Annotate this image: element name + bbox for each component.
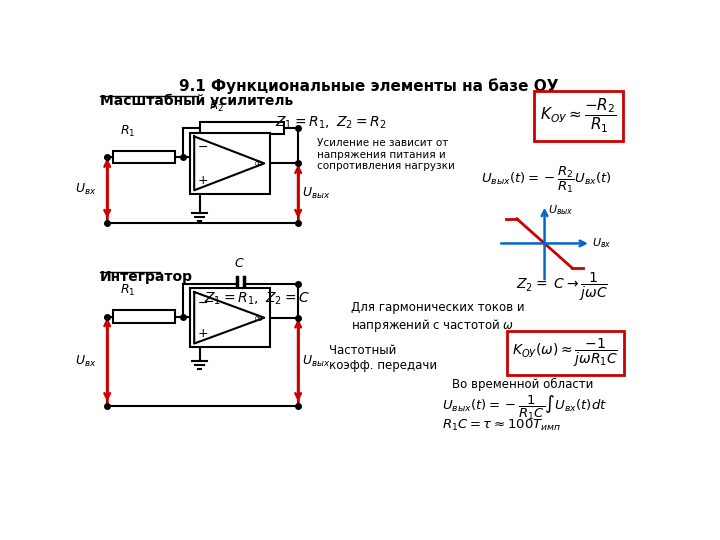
Text: $+$: $+$ — [197, 174, 208, 187]
Text: Частотный
коэфф. передачи: Частотный коэфф. передачи — [329, 345, 437, 372]
Text: $U_{вх}$: $U_{вх}$ — [75, 354, 96, 369]
Text: $U_{вых}$: $U_{вых}$ — [548, 204, 573, 217]
Bar — [190, 132, 271, 194]
Text: Для гармонических токов и
напряжений с частотой $\omega$: Для гармонических токов и напряжений с ч… — [351, 301, 524, 334]
Text: 9.1 Функциональные элементы на базе ОУ: 9.1 Функциональные элементы на базе ОУ — [179, 79, 559, 94]
Text: $Z_1 = R_1,\ Z_2 = C$: $Z_1 = R_1,\ Z_2 = C$ — [204, 291, 310, 307]
Text: $-$: $-$ — [197, 140, 207, 153]
Text: Усиление не зависит от
напряжения питания и
сопротивления нагрузки: Усиление не зависит от напряжения питани… — [317, 138, 454, 171]
Text: $R_2$: $R_2$ — [209, 99, 224, 114]
Bar — [190, 288, 271, 347]
Text: $C$: $C$ — [233, 258, 244, 271]
Bar — [113, 151, 175, 164]
Bar — [199, 122, 284, 134]
Text: $U_{вых}$: $U_{вых}$ — [302, 185, 330, 200]
Text: $+$: $+$ — [197, 327, 208, 340]
Text: $\infty$: $\infty$ — [253, 158, 263, 168]
Text: $U_{вх}$: $U_{вх}$ — [75, 183, 96, 198]
Text: $R_1 C = \tau \approx 100 T_{имп}$: $R_1 C = \tau \approx 100 T_{имп}$ — [442, 417, 562, 433]
Text: Во временной области: Во временной области — [452, 378, 593, 392]
Text: $R_1$: $R_1$ — [120, 283, 135, 298]
Text: $U_{вых}(t) = -\dfrac{1}{R_1 C}\int U_{вх}(t)dt$: $U_{вых}(t) = -\dfrac{1}{R_1 C}\int U_{в… — [442, 394, 607, 422]
Text: Интегратор: Интегратор — [99, 271, 192, 285]
Bar — [113, 310, 175, 323]
Text: $U_{вых}$: $U_{вых}$ — [302, 354, 330, 369]
Text: $K_{OУ}(\omega) \approx \dfrac{-1}{j\omega R_1 C}$: $K_{OУ}(\omega) \approx \dfrac{-1}{j\ome… — [513, 336, 618, 369]
Text: $U_{вх}$: $U_{вх}$ — [593, 237, 612, 251]
Text: Масштабный усилитель: Масштабный усилитель — [99, 94, 293, 109]
Text: $-$: $-$ — [197, 295, 207, 308]
Text: $K_{OУ} \approx \dfrac{-R_2}{R_1}$: $K_{OУ} \approx \dfrac{-R_2}{R_1}$ — [540, 97, 617, 136]
Text: $Z_2 = \ C \to \dfrac{1}{j\omega C}$: $Z_2 = \ C \to \dfrac{1}{j\omega C}$ — [516, 271, 608, 303]
Text: $\infty$: $\infty$ — [253, 313, 263, 323]
Text: $U_{вых}(t) = -\dfrac{R_2}{R_1}U_{вх}(t)$: $U_{вых}(t) = -\dfrac{R_2}{R_1}U_{вх}(t)… — [481, 165, 611, 195]
Text: $Z_1 = R_1,\ Z_2 = R_2$: $Z_1 = R_1,\ Z_2 = R_2$ — [275, 115, 386, 131]
Text: $R_1$: $R_1$ — [120, 124, 135, 139]
